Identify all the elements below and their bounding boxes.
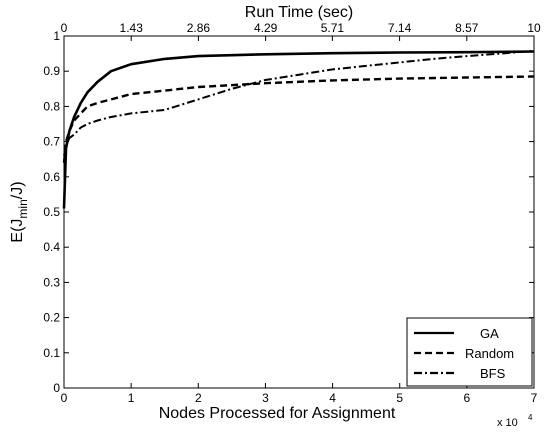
legend: GA Random BFS [406, 317, 533, 387]
series-line-bfs [63, 49, 535, 156]
y-tick-label: 0.8 [43, 99, 60, 113]
top-tick-label: 0 [61, 21, 68, 35]
top-tick-label: 5.71 [321, 21, 345, 35]
y-tick-label: 0.1 [43, 346, 60, 360]
x-tick-label: 7 [531, 391, 538, 405]
y-tick-label: 0.3 [43, 275, 60, 289]
y-tick-label: 0.5 [43, 205, 60, 219]
y-tick-label: 0.2 [43, 311, 60, 325]
top-tick-label: 8.57 [455, 21, 479, 35]
y-tick-label: 1 [53, 29, 60, 43]
x-axis-ticks: 0 1 2 3 4 5 6 7 [61, 383, 538, 405]
legend-label-random: Random [465, 346, 514, 361]
legend-label-ga: GA [480, 326, 499, 341]
y-tick-label: 0.4 [43, 240, 60, 254]
y-tick-label: 0.6 [43, 170, 60, 184]
y-axis-title-subscript: min [16, 199, 30, 218]
x-tick-label: 1 [128, 391, 135, 405]
top-axis-ticks: 0 1.43 2.86 4.29 5.71 7.14 8.57 10 [61, 21, 541, 41]
x-axis-multiplier-exponent: 4 [528, 413, 533, 422]
svg-text:E(Jmin/J): E(Jmin/J) [9, 181, 30, 242]
series-line-random [62, 75, 535, 163]
y-tick-label: 0 [53, 381, 60, 395]
top-tick-label: 1.43 [120, 21, 144, 35]
y-tick-label: 0.7 [43, 135, 60, 149]
x-tick-label: 2 [195, 391, 202, 405]
x-tick-label: 6 [464, 391, 471, 405]
y-axis-title-main: E(J [9, 219, 26, 243]
series-lines [62, 49, 535, 209]
x-tick-label: 0 [61, 391, 68, 405]
top-axis-title: Run Time (sec) [245, 4, 353, 21]
top-tick-label: 4.29 [254, 21, 278, 35]
y-axis-title-tail: /J) [9, 181, 26, 199]
top-tick-label: 2.86 [187, 21, 211, 35]
top-tick-label: 7.14 [388, 21, 412, 35]
y-tick-label: 0.9 [43, 64, 60, 78]
x-axis-title: Nodes Processed for Assignment [159, 405, 396, 422]
x-tick-label: 5 [396, 391, 403, 405]
x-tick-label: 3 [262, 391, 269, 405]
x-axis-multiplier: x 10 [497, 417, 518, 429]
top-tick-label: 10 [527, 21, 541, 35]
x-tick-label: 4 [329, 391, 336, 405]
y-axis-title: E(Jmin/J) [9, 181, 30, 242]
legend-label-bfs: BFS [480, 366, 506, 381]
